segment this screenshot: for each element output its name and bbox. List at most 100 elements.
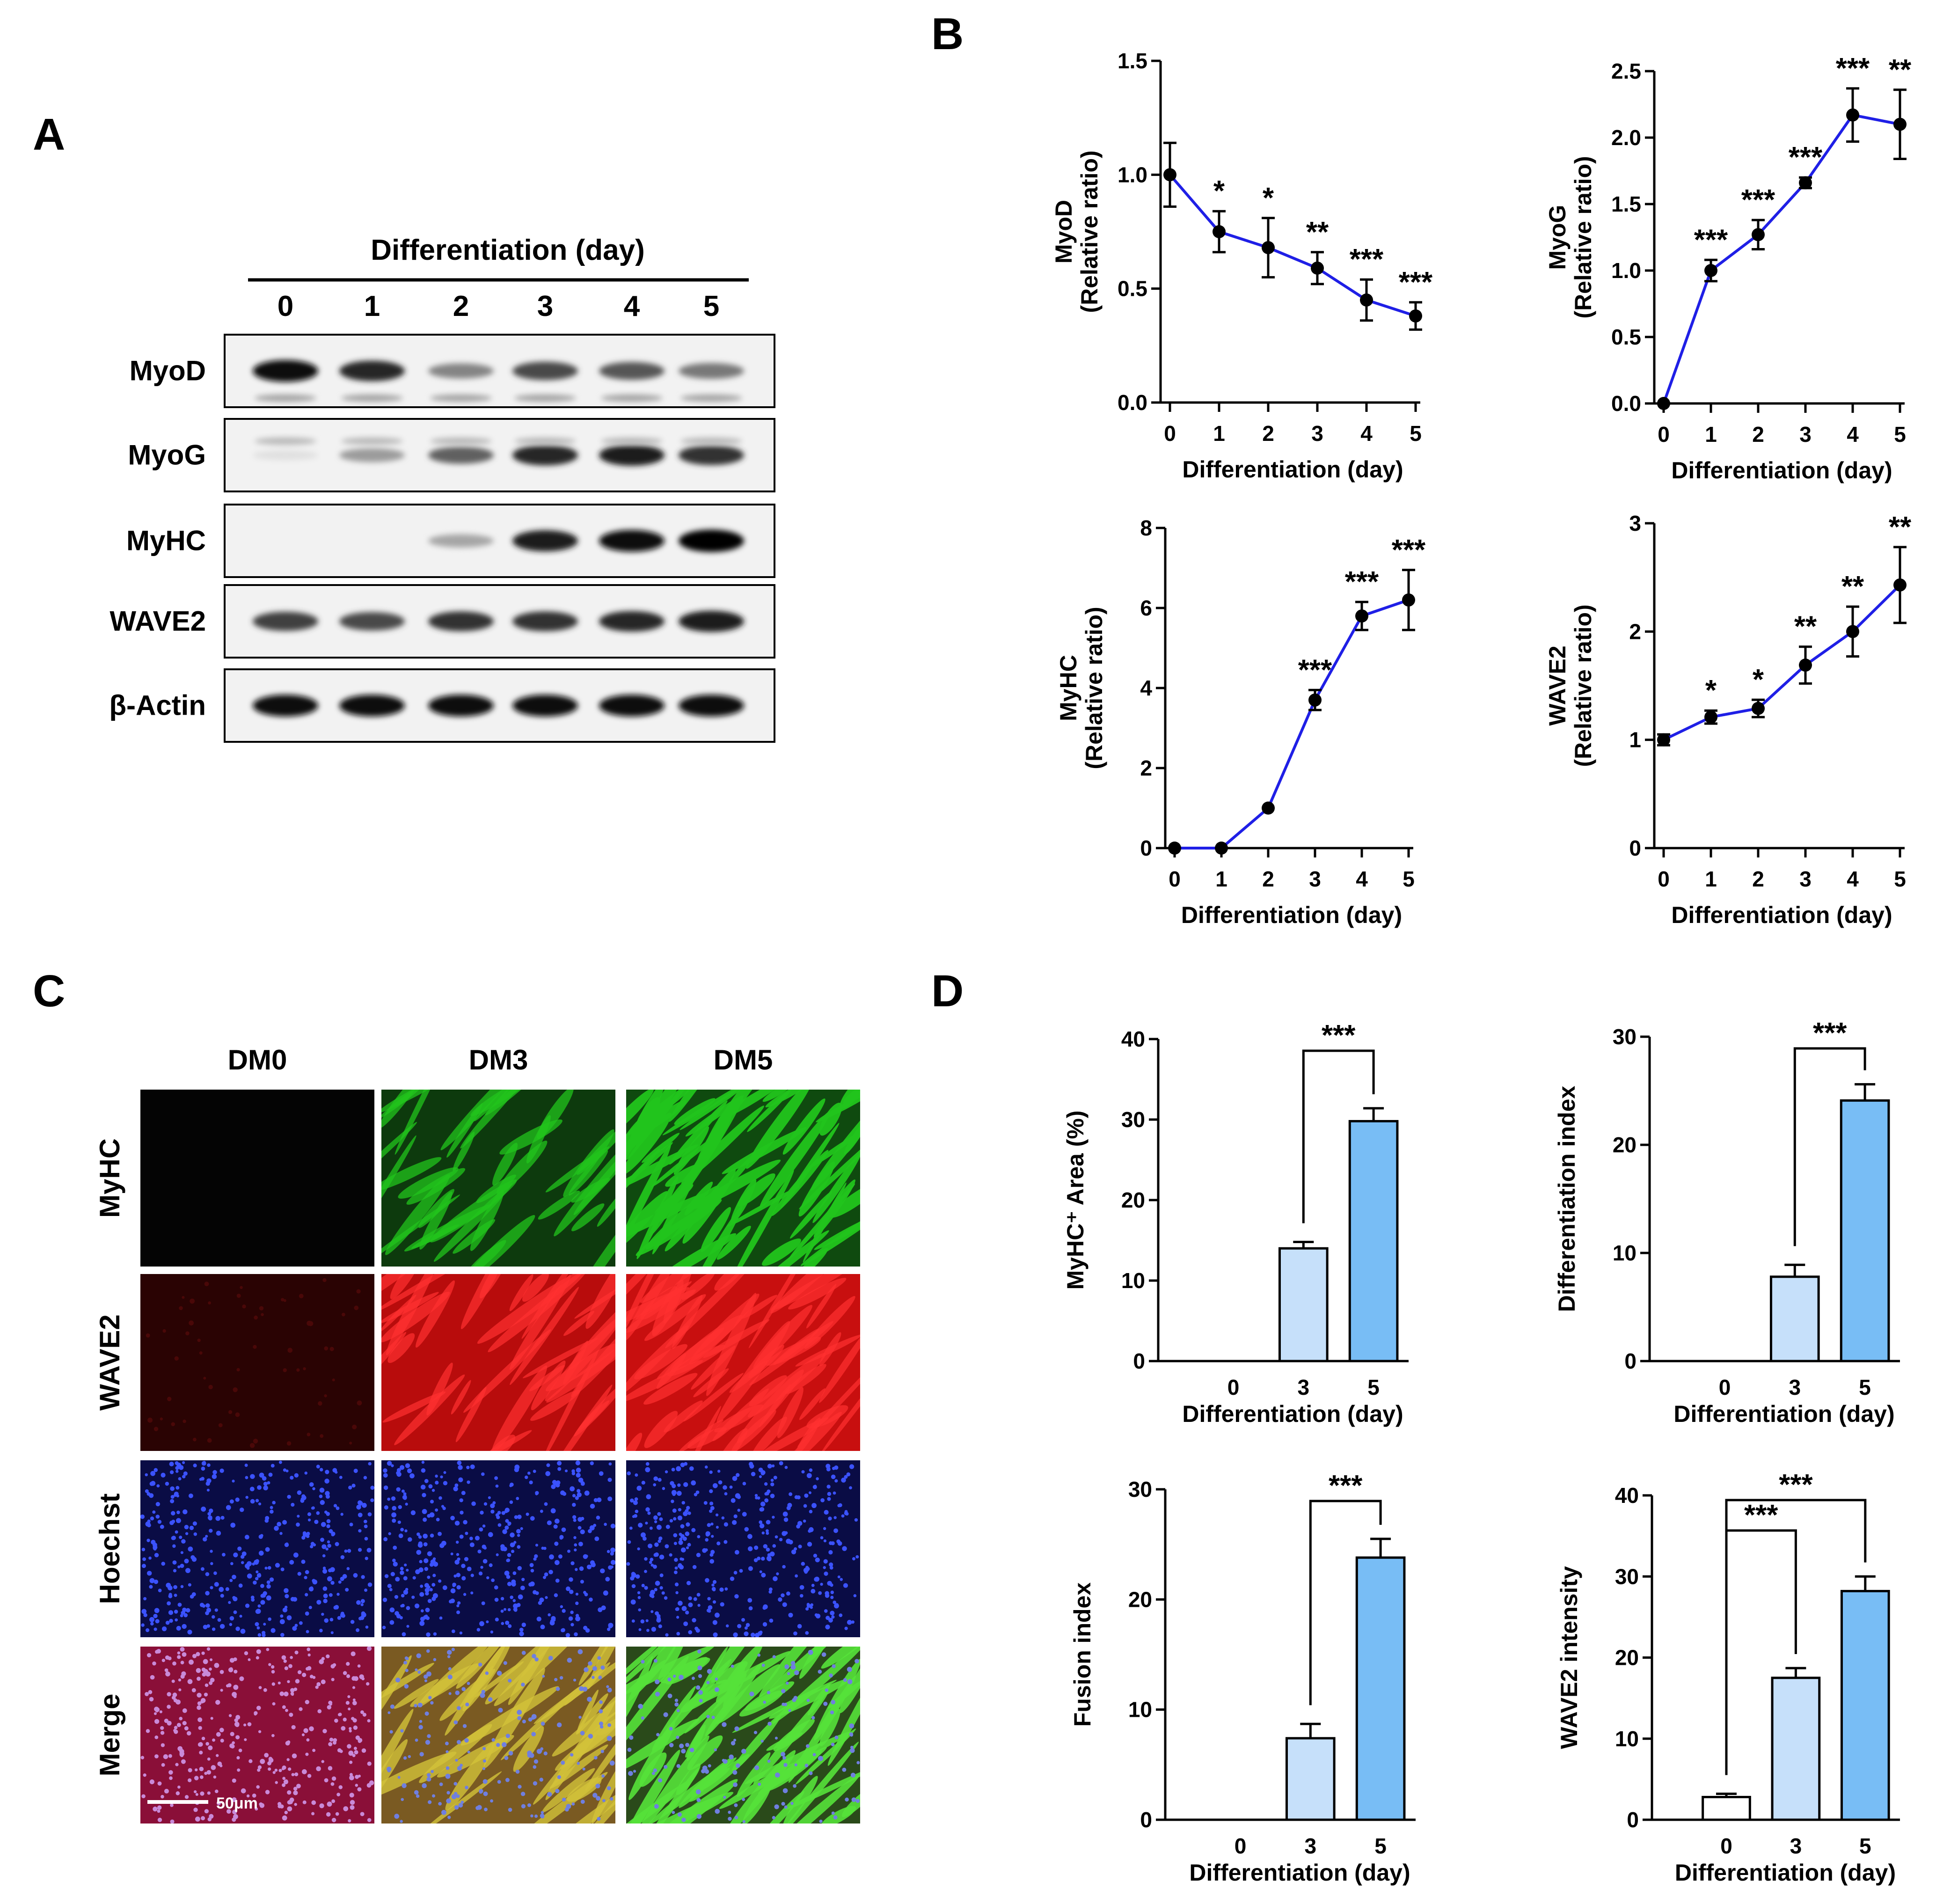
nucleus (849, 1486, 852, 1490)
wb-band (428, 447, 494, 464)
nucleus (462, 1724, 467, 1728)
nucleus (704, 1769, 709, 1774)
wb-band (599, 530, 665, 552)
nucleus (440, 1475, 443, 1479)
nucleus (188, 1768, 192, 1772)
nucleus (149, 1617, 155, 1622)
nucleus (716, 1525, 719, 1529)
nucleus (421, 1468, 426, 1473)
nucleus (163, 1754, 168, 1759)
nucleus (512, 1599, 516, 1603)
nucleus (422, 1493, 426, 1498)
nucleus (669, 1519, 673, 1523)
nucleus (402, 1783, 407, 1788)
nucleus (159, 1710, 162, 1714)
nucleus (645, 1462, 650, 1466)
nucleus (659, 1573, 664, 1577)
nucleus (403, 1589, 409, 1595)
nucleus (524, 1475, 528, 1479)
nucleus (177, 1603, 182, 1607)
nucleus (325, 1470, 329, 1474)
nucleus (176, 1494, 179, 1498)
nucleus (268, 1663, 271, 1666)
nucleus (572, 1494, 576, 1498)
nucleus (275, 1781, 278, 1784)
nucleus (843, 1678, 847, 1682)
nucleus (577, 1492, 582, 1497)
nucleus (627, 1748, 632, 1752)
nucleus (293, 1790, 298, 1795)
nucleus (278, 1681, 281, 1684)
wb-band (339, 612, 405, 631)
nucleus (607, 1478, 612, 1482)
nucleus (577, 1489, 581, 1493)
nucleus (319, 1468, 323, 1472)
nucleus (522, 1720, 526, 1724)
nucleus (250, 1474, 255, 1479)
nucleus (475, 1536, 480, 1541)
nucleus (838, 1503, 842, 1508)
nucleus (229, 1616, 234, 1621)
nucleus (433, 1658, 437, 1662)
fiber (687, 1427, 727, 1449)
nucleus (507, 1553, 511, 1557)
nucleus (841, 1514, 845, 1518)
nucleus (463, 1520, 468, 1525)
nucleus (633, 1514, 637, 1518)
nucleus (645, 1507, 650, 1512)
wb-band-secondary (680, 394, 742, 402)
nucleus (789, 1492, 793, 1496)
nucleus (734, 1803, 738, 1807)
nucleus (332, 1663, 336, 1667)
nucleus (270, 1506, 273, 1509)
nucleus (322, 1278, 327, 1282)
nucleus (334, 1605, 339, 1610)
nucleus (399, 1465, 405, 1470)
nucleus (360, 1603, 364, 1606)
nucleus (212, 1615, 215, 1619)
nucleus (592, 1676, 595, 1679)
nucleus (406, 1568, 409, 1572)
nucleus (790, 1661, 796, 1665)
nucleus (346, 1567, 350, 1570)
nucleus (228, 1714, 232, 1717)
nucleus (299, 1621, 303, 1625)
nucleus (610, 1523, 615, 1529)
nucleus (561, 1628, 565, 1633)
nucleus (702, 1765, 708, 1771)
y-tick-label: 20 (1121, 1188, 1145, 1212)
nucleus (696, 1798, 701, 1802)
nucleus (311, 1507, 314, 1510)
nucleus (453, 1720, 458, 1725)
y-tick-label: 10 (1128, 1698, 1152, 1722)
fiber (747, 1090, 791, 1132)
nucleus (396, 1487, 401, 1492)
nucleus (199, 1351, 203, 1355)
nucleus (713, 1632, 718, 1637)
nucleus (747, 1598, 752, 1603)
micrograph-content (626, 1274, 860, 1451)
nucleus (769, 1587, 773, 1591)
nucleus (671, 1490, 677, 1495)
nucleus (782, 1702, 785, 1706)
nucleus (209, 1509, 213, 1513)
nucleus (416, 1653, 421, 1658)
nucleus (714, 1612, 720, 1618)
nucleus (194, 1768, 198, 1772)
nucleus (734, 1726, 739, 1731)
bar (1355, 1556, 1406, 1821)
fiber (820, 1357, 860, 1451)
nucleus (696, 1593, 701, 1597)
nucleus (290, 1476, 294, 1480)
nucleus (152, 1661, 156, 1666)
nucleus (268, 1758, 274, 1763)
nucleus (404, 1529, 408, 1532)
nucleus (419, 1752, 424, 1757)
fiber (513, 1726, 544, 1772)
nucleus (285, 1469, 289, 1472)
nucleus (271, 1734, 275, 1737)
nucleus (490, 1799, 493, 1803)
nucleus (347, 1549, 351, 1553)
